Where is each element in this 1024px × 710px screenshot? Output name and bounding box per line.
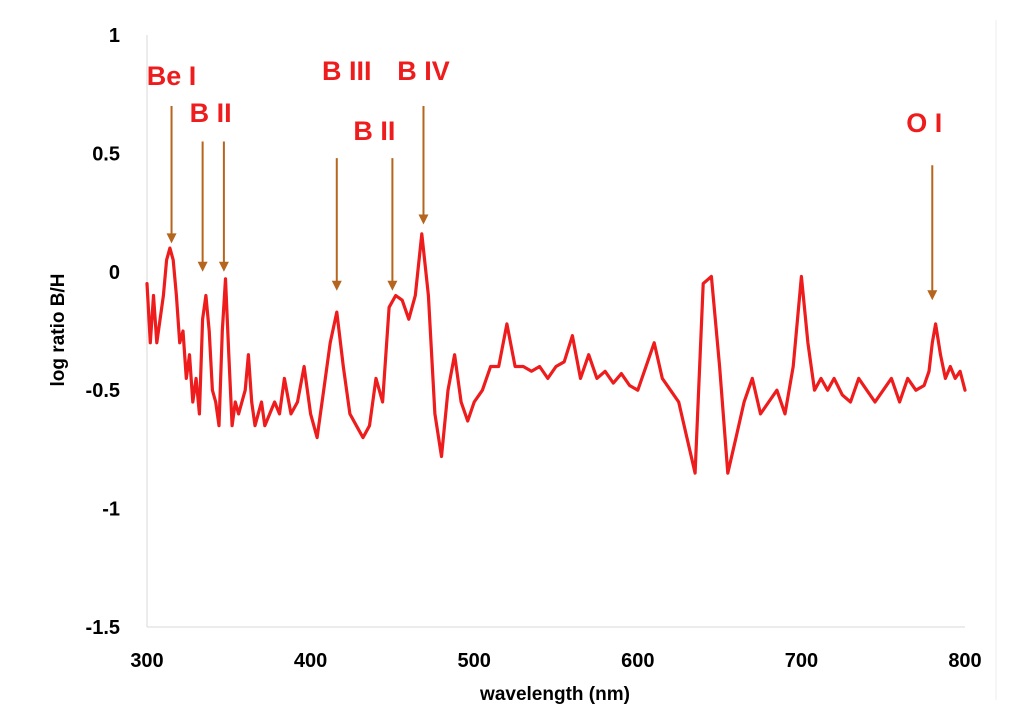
annotation-arrowhead bbox=[166, 233, 177, 244]
annotation-label: Be I bbox=[147, 61, 197, 91]
x-tick-label: 800 bbox=[948, 650, 981, 672]
annotation-label: B IV bbox=[397, 56, 450, 86]
y-tick-label: -0.5 bbox=[86, 380, 120, 402]
x-axis-label: wavelength (nm) bbox=[479, 684, 630, 705]
x-tick-label: 400 bbox=[294, 650, 327, 672]
annotation-label: O I bbox=[906, 108, 942, 138]
x-tick-label: 700 bbox=[785, 650, 818, 672]
annotation-arrowhead bbox=[331, 280, 342, 291]
x-tick-label: 500 bbox=[458, 650, 491, 672]
annotation-arrowhead bbox=[197, 261, 208, 272]
series-lines bbox=[145, 232, 967, 475]
y-axis-label: log ratio B/H bbox=[48, 274, 69, 387]
y-tick-label: -1 bbox=[102, 499, 120, 521]
axes bbox=[146, 20, 997, 700]
annotation-label: B II bbox=[353, 116, 395, 146]
series-line bbox=[145, 232, 967, 475]
x-tick-label: 600 bbox=[621, 650, 654, 672]
annotation-arrowhead bbox=[927, 290, 938, 301]
annotation-label: B II bbox=[190, 98, 232, 128]
y-tick-label: 0.5 bbox=[92, 143, 120, 165]
tick-labels: 300 400 500 600 700 800 1 0.5 0 -0.5 -1 -1.5 bbox=[86, 25, 982, 672]
annotation-arrowhead bbox=[218, 261, 229, 272]
annotation-arrowhead bbox=[418, 214, 429, 225]
y-tick-label: 1 bbox=[109, 25, 120, 47]
y-tick-label: -1.5 bbox=[86, 617, 120, 639]
y-tick-label: 0 bbox=[109, 262, 120, 284]
annotation-arrowhead bbox=[387, 280, 398, 291]
annotation-label: B III bbox=[322, 56, 372, 86]
x-tick-label: 300 bbox=[130, 650, 163, 672]
